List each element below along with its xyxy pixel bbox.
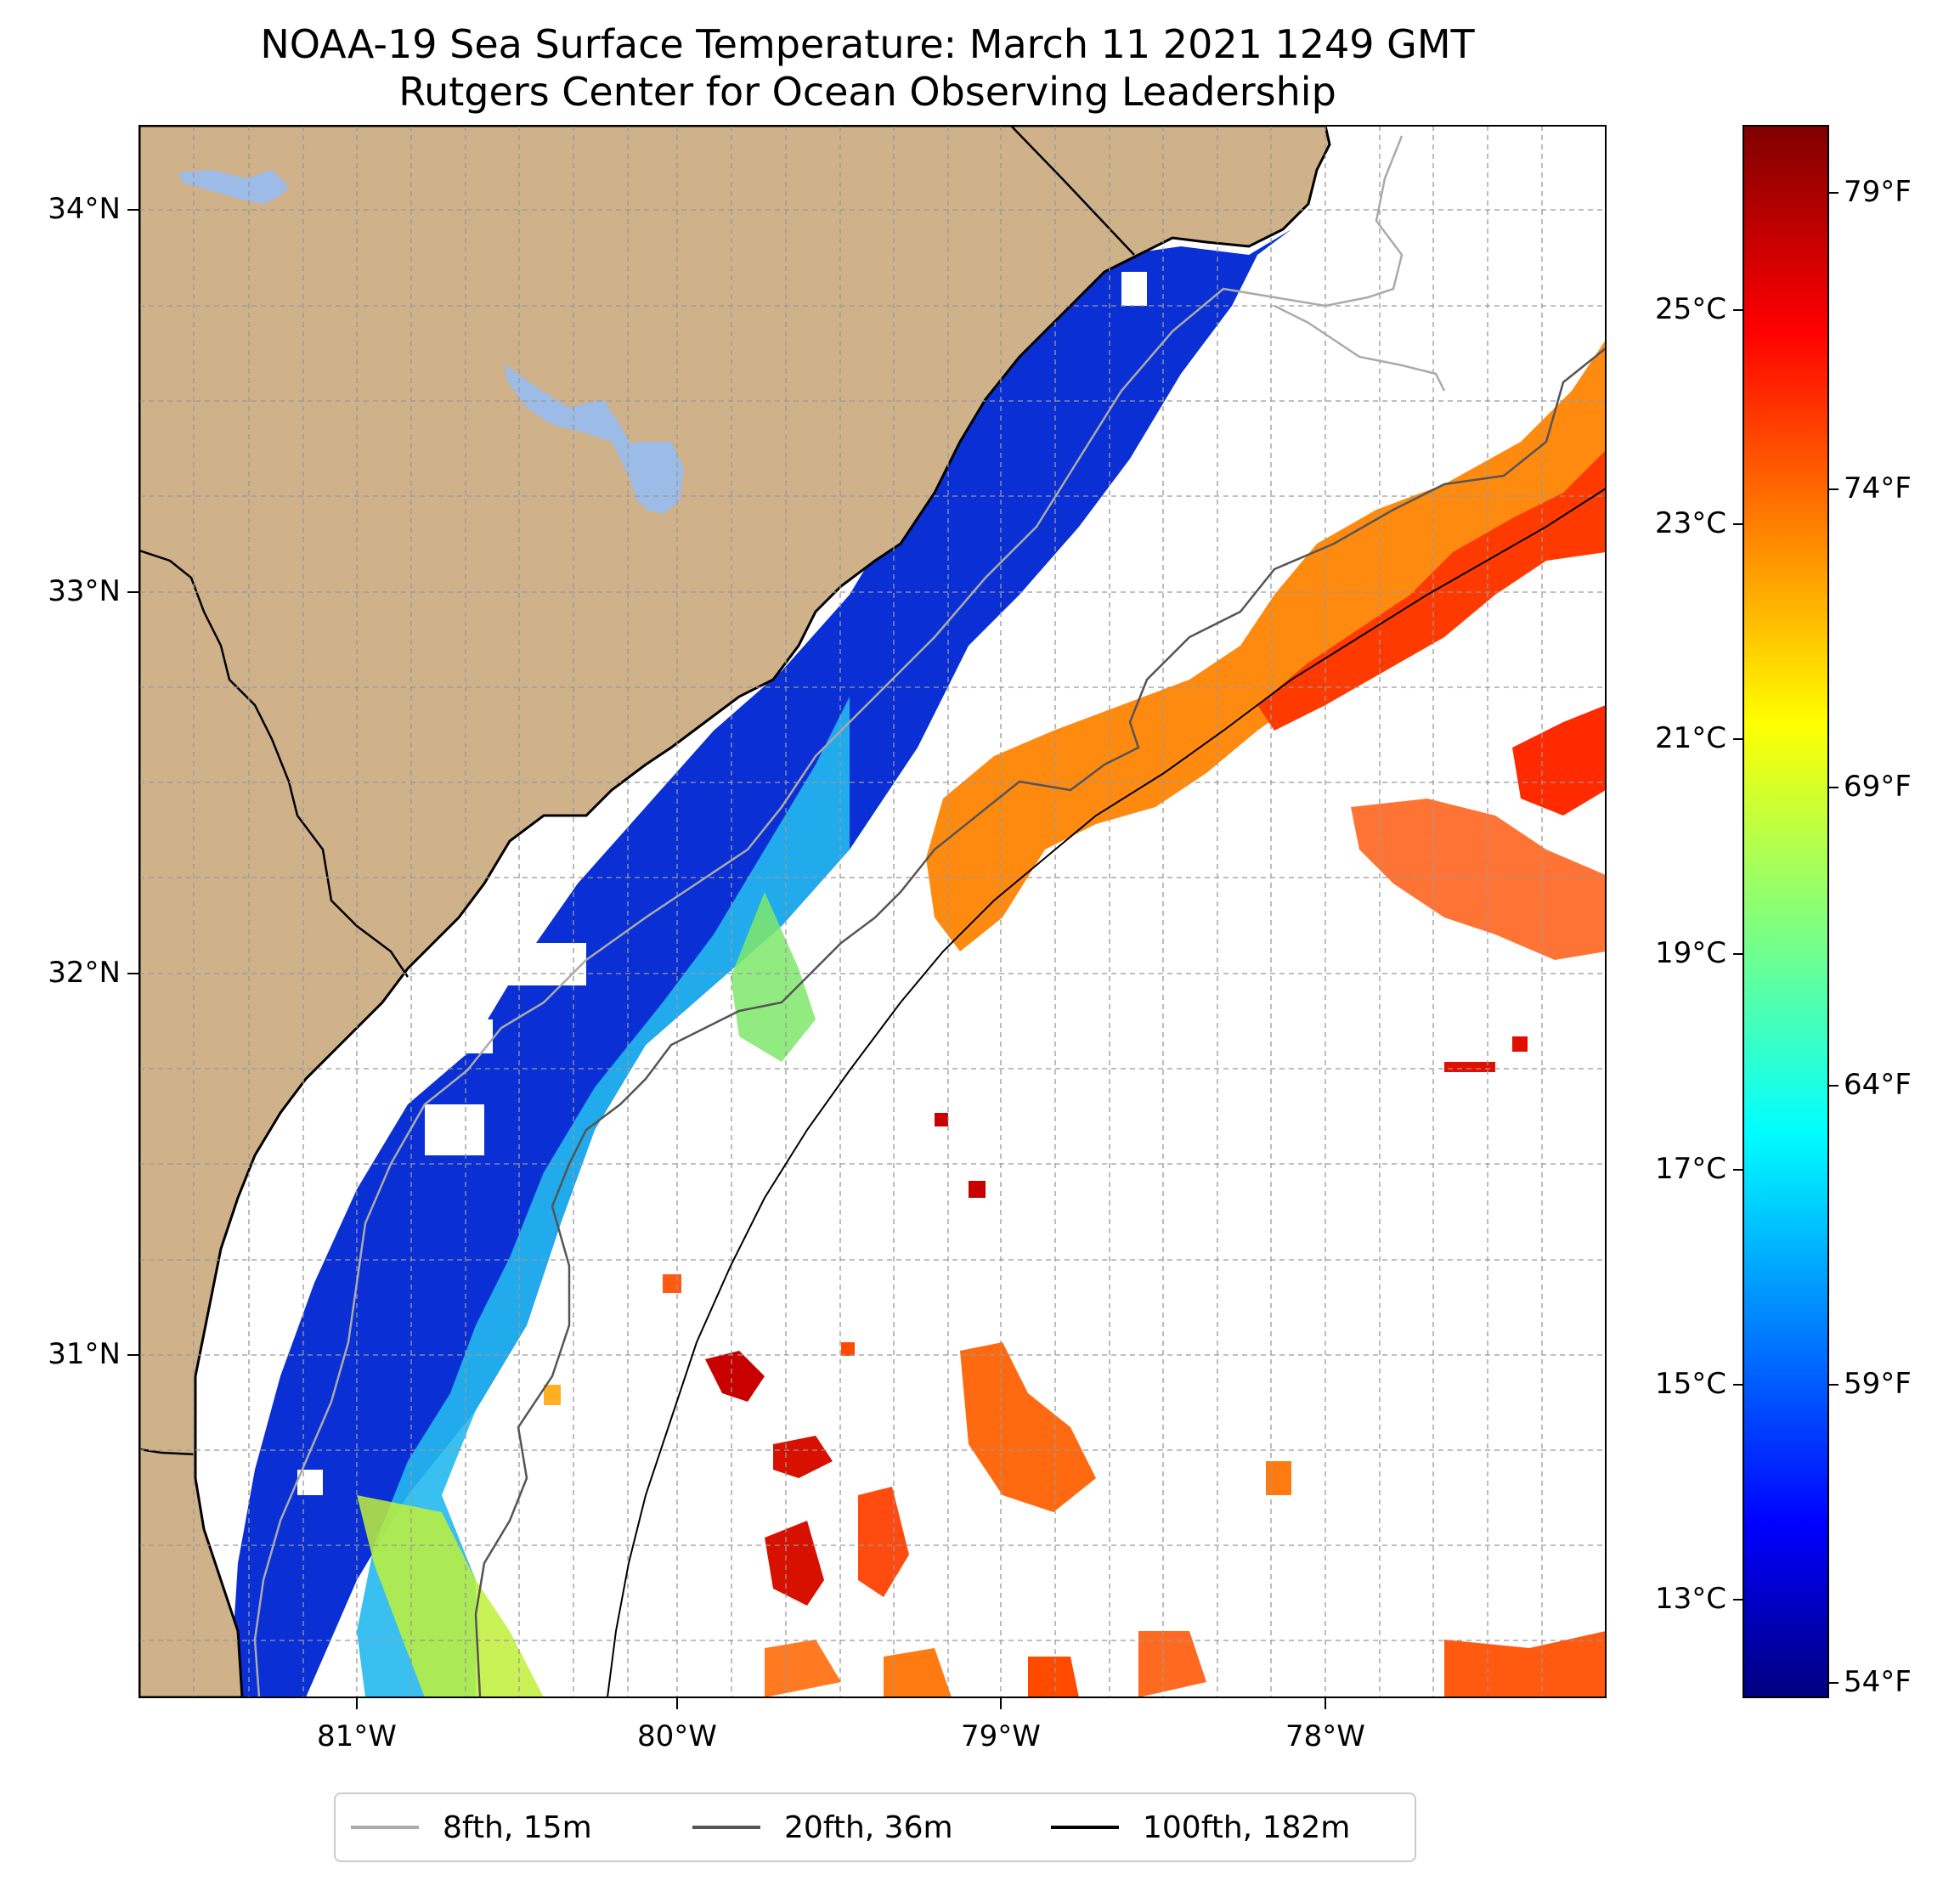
legend-swatch-8fth [351,1826,419,1829]
lat-label-32n: 32°N [48,956,121,990]
colorbar-fahrenheit-59: 59°F [1844,1367,1912,1401]
legend-label-8fth: 8fth, 15m [443,1809,592,1845]
cloud-gap-4 [297,1470,323,1495]
sst-patch-south-3 [705,1351,765,1402]
lon-label-79w: 79°W [961,1719,1041,1753]
sst-patch-small-6 [544,1385,561,1405]
sst-gulfstream-orange [926,340,1606,951]
cloud-gap-5 [459,1019,493,1053]
chart-title: NOAA-19 Sea Surface Temperature: March 1… [260,21,1475,67]
lat-label-31n: 31°N [48,1337,121,1371]
sst-patch-small-8 [841,1342,855,1356]
legend-swatch-100fth [1051,1826,1119,1829]
sst-patch-south-6 [1138,1631,1206,1697]
sst-patch-south-1 [960,1342,1096,1512]
sst-patch-south-4 [765,1521,824,1606]
colorbar-fahrenheit-74: 74°F [1844,471,1912,505]
sst-patch-small-4 [1512,1036,1528,1052]
lake-north [178,170,289,204]
isobath-100fth [607,488,1606,1697]
sst-patch-south-7 [1444,1631,1606,1697]
sst-patch-small-1 [969,1181,986,1198]
lat-label-34n: 34°N [48,192,121,226]
map-ticks [127,209,1326,1709]
isobath-20fth [474,347,1606,1697]
cloud-gap-1 [1121,272,1147,306]
colorbar-celsius-15: 15°C [1654,1367,1726,1401]
sst-offshore-mixed [1351,799,1606,960]
colorbar-celsius-21: 21°C [1654,721,1726,755]
sst-patch-small-7 [1266,1461,1291,1495]
cloud-gap-3 [425,1104,484,1155]
sst-shelf-cyan [357,697,850,1697]
sst-patch-small-5 [663,1274,681,1293]
legend-swatch-20fth [692,1826,760,1829]
isobath-8fth-north [1274,304,1446,392]
sst-offshore-red-patch [1512,705,1606,816]
colorbar-celsius-13: 13°C [1654,1582,1726,1616]
land-mass [139,126,1331,1697]
cloud-gap-2 [501,943,586,985]
lon-label-81w: 81°W [317,1719,397,1753]
colorbar [1743,125,1829,1698]
legend-item-100fth: 100fth, 182m [1051,1794,1350,1860]
state-border-nc-sc [1010,126,1135,256]
sst-patch-small-3 [1444,1062,1495,1072]
colorbar-celsius-25: 25°C [1654,292,1726,326]
sst-patch-south-2 [773,1436,833,1478]
map-frame [138,125,1607,1698]
legend-item-20fth: 20fth, 36m [692,1794,953,1860]
lon-label-78w: 78°W [1285,1719,1365,1753]
sst-midshelf-green [731,892,816,1062]
colorbar-celsius-23: 23°C [1654,506,1726,540]
colorbar-fahrenheit-64: 64°F [1844,1068,1912,1102]
chart-subtitle: Rutgers Center for Ocean Observing Leade… [398,69,1336,115]
legend-label-20fth: 20fth, 36m [784,1809,953,1845]
colorbar-fahrenheit-69: 69°F [1844,770,1912,804]
sst-patch-small-2 [935,1113,948,1126]
sst-patch-south-5 [858,1487,909,1597]
colorbar-ticks [1733,192,1839,1684]
lon-label-80w: 80°W [637,1719,717,1753]
colorbar-celsius-17: 17°C [1654,1152,1726,1186]
legend-label-100fth: 100fth, 182m [1143,1809,1351,1845]
legend-item-8fth: 8fth, 15m [351,1794,592,1860]
sst-patch-south-8 [765,1640,841,1697]
state-border-ga-fl [139,1448,196,1456]
isobath-legend: 8fth, 15m 20fth, 36m 100fth, 182m [334,1792,1416,1862]
sst-patch-south-10 [1028,1657,1079,1697]
lat-label-33n: 33°N [48,574,121,608]
isobath-8fth [253,135,1404,1697]
colorbar-fahrenheit-54: 54°F [1844,1665,1912,1699]
colorbar-fahrenheit-79: 79°F [1844,175,1912,209]
sst-patch-south-9 [884,1648,952,1697]
sst-gulfstream-red [1257,450,1606,731]
gridlines [139,126,1606,1697]
state-border-sc-ga [139,549,410,978]
colorbar-celsius-19: 19°C [1654,936,1726,970]
